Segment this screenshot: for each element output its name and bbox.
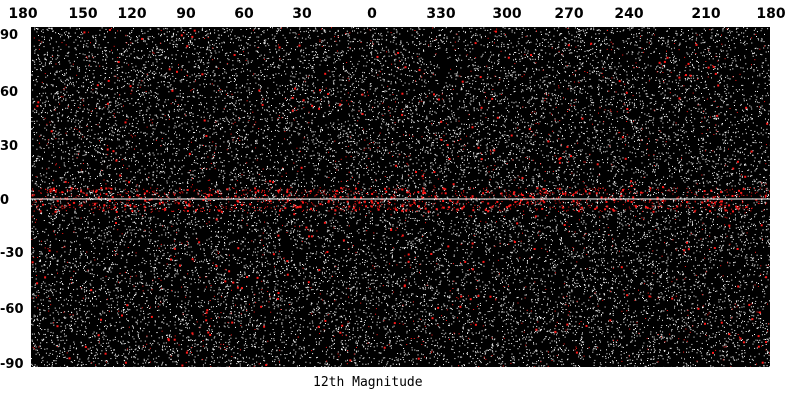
longitude-label: 270: [554, 6, 583, 22]
longitude-label: 300: [492, 6, 521, 22]
longitude-label: 90: [176, 6, 195, 22]
latitude-label: 30: [0, 140, 28, 154]
latitude-label: -60: [0, 303, 28, 317]
latitude-label: 90: [0, 29, 28, 43]
sky-map-panel: [31, 27, 770, 367]
longitude-label: 210: [691, 6, 720, 22]
longitude-label: 330: [426, 6, 455, 22]
longitude-label: 120: [117, 6, 146, 22]
latitude-label: 0: [0, 194, 28, 208]
latitude-label: 60: [0, 86, 28, 100]
star-field: [31, 27, 770, 367]
longitude-label: 30: [292, 6, 311, 22]
longitude-label: 150: [68, 6, 97, 22]
longitude-label: 0: [367, 6, 377, 22]
latitude-label: -90: [0, 358, 28, 372]
latitude-label: -30: [0, 247, 28, 261]
magnitude-caption: 12th Magnitude: [313, 375, 423, 390]
longitude-label: 60: [234, 6, 253, 22]
longitude-label: 180: [8, 6, 37, 22]
longitude-label: 240: [614, 6, 643, 22]
longitude-label: 180: [756, 6, 785, 22]
